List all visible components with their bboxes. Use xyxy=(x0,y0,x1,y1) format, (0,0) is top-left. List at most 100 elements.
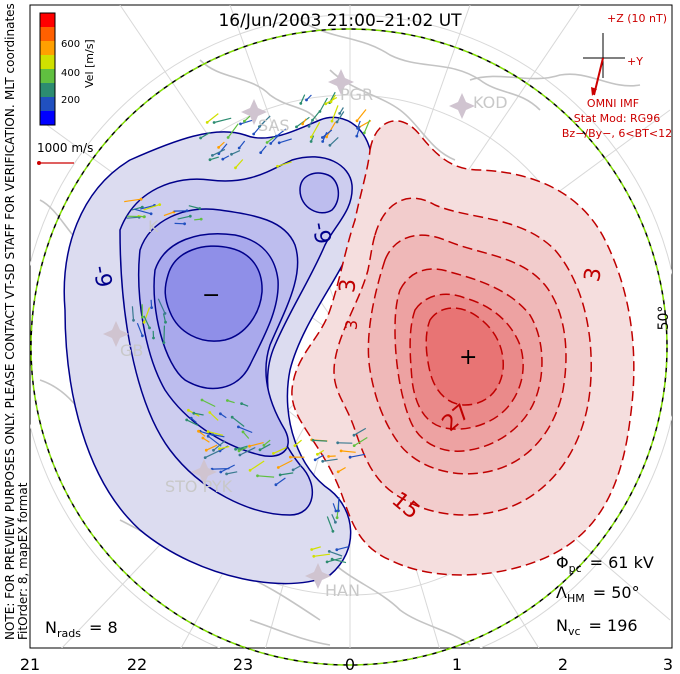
velocity-vector-origin xyxy=(301,122,304,126)
radar-marker xyxy=(103,321,129,347)
velocity-vector-origin xyxy=(211,154,214,157)
velocity-vector xyxy=(143,204,160,211)
velocity-vector xyxy=(296,116,310,128)
velocity-vector xyxy=(131,306,135,321)
velocity-vector xyxy=(326,516,334,532)
reference-vector-label: 1000 m/s xyxy=(37,141,93,155)
velocity-vector xyxy=(322,129,333,138)
velocity-vector-origin xyxy=(200,398,204,402)
velocity-vector-origin xyxy=(211,433,215,436)
velocity-vector-origin xyxy=(318,110,322,113)
positive-cell xyxy=(291,120,635,576)
velocity-vector-origin xyxy=(198,207,202,210)
velocity-vector-origin xyxy=(199,136,203,140)
velocity-vector xyxy=(240,119,254,125)
velocity-vector-origin xyxy=(234,447,238,451)
velocity-vector-origin xyxy=(238,453,242,457)
velocity-vector xyxy=(201,399,216,408)
velocity-vector-origin xyxy=(201,436,205,440)
velocity-vector xyxy=(131,206,143,211)
fit-order-note: FitOrder: 8, mapEX format xyxy=(16,482,30,640)
velocity-vector xyxy=(275,477,286,486)
velocity-vector xyxy=(329,136,339,146)
radar-label: K xyxy=(148,217,159,236)
velocity-vector-origin xyxy=(149,212,153,216)
velocity-vector-origin xyxy=(325,560,329,564)
colorbar-segment xyxy=(40,13,55,28)
velocity-vector xyxy=(126,216,140,219)
velocity-vector xyxy=(310,122,321,138)
velocity-vector xyxy=(238,426,253,434)
map-title: 16/Jun/2003 21:00–21:02 UT xyxy=(218,11,462,31)
velocity-vector-origin xyxy=(311,438,315,442)
velocity-vector-origin xyxy=(276,466,280,469)
velocity-vector-origin xyxy=(230,415,234,419)
velocity-vector-origin xyxy=(293,444,297,447)
velocity-vector-origin xyxy=(274,483,278,487)
imf-y-label: +Y xyxy=(627,55,643,68)
mlt-label: 22 xyxy=(127,655,147,674)
velocity-vector-origin xyxy=(328,143,332,147)
velocity-vector xyxy=(356,109,367,122)
velocity-vector-origin xyxy=(143,215,146,219)
velocity-vector-origin xyxy=(212,121,216,124)
phi-pc-stat: Φpc = 61 kV xyxy=(556,553,654,575)
velocity-vector xyxy=(126,215,145,218)
velocity-vector xyxy=(206,444,218,451)
velocity-vector-origin xyxy=(321,459,325,463)
velocity-vector-origin xyxy=(258,448,262,452)
velocity-vector-origin xyxy=(204,448,208,452)
velocity-vector xyxy=(260,145,267,153)
velocity-vector-origin xyxy=(324,102,328,106)
radar-label: GB xyxy=(120,341,143,360)
radar-label: HAN xyxy=(325,581,360,600)
velocity-vector-origin xyxy=(208,158,212,162)
velocity-vector xyxy=(162,313,167,323)
velocity-vector-origin xyxy=(226,399,229,402)
radar-marker xyxy=(305,563,331,589)
velocity-vector-origin xyxy=(243,119,246,123)
velocity-vector-origin xyxy=(277,141,281,145)
velocity-vector-origin xyxy=(256,474,259,478)
velocity-vector xyxy=(226,471,238,475)
velocity-vector-origin xyxy=(362,131,366,135)
velocity-vector-origin xyxy=(299,102,303,105)
velocity-vector xyxy=(280,472,294,476)
velocity-vector xyxy=(212,434,225,438)
velocity-vector-origin xyxy=(352,433,356,437)
velocity-vector-origin xyxy=(158,203,162,207)
velocity-vector-origin xyxy=(208,411,212,414)
velocity-vector-origin xyxy=(139,197,143,201)
velocity-vector-origin xyxy=(312,554,316,558)
velocity-vector xyxy=(341,450,356,453)
velocity-vector-origin xyxy=(278,473,282,477)
velocity-vector-origin xyxy=(183,222,187,226)
velocity-vector xyxy=(322,458,338,462)
velocity-vector xyxy=(331,513,336,523)
velocity-vector xyxy=(257,475,275,478)
velocity-vector-origin xyxy=(189,416,193,420)
velocity-vector xyxy=(276,128,287,137)
colorbar-segment xyxy=(40,97,55,112)
nvc-stat: Nvc = 196 xyxy=(556,616,638,638)
velocity-vector-origin xyxy=(221,157,225,161)
velocity-vector-origin xyxy=(226,136,230,139)
velocity-vector xyxy=(227,123,239,138)
radar-marker xyxy=(449,93,475,119)
velocity-vector xyxy=(326,121,336,138)
nrads-stat: Nrads = 8 xyxy=(45,618,118,640)
velocity-vector xyxy=(331,105,339,122)
velocity-vector xyxy=(209,156,219,161)
velocity-vector-origin xyxy=(309,135,313,139)
velocity-vector xyxy=(204,450,220,459)
velocity-vector-origin xyxy=(199,217,203,221)
velocity-vector-origin xyxy=(335,516,339,520)
velocity-vector xyxy=(209,412,219,421)
velocity-vector-origin xyxy=(330,119,334,123)
velocity-vector-origin xyxy=(355,119,359,123)
radar-label: STO PYK xyxy=(165,477,233,496)
velocity-vector xyxy=(143,307,151,323)
velocity-vector-origin xyxy=(331,529,335,533)
velocity-vector xyxy=(319,97,328,112)
